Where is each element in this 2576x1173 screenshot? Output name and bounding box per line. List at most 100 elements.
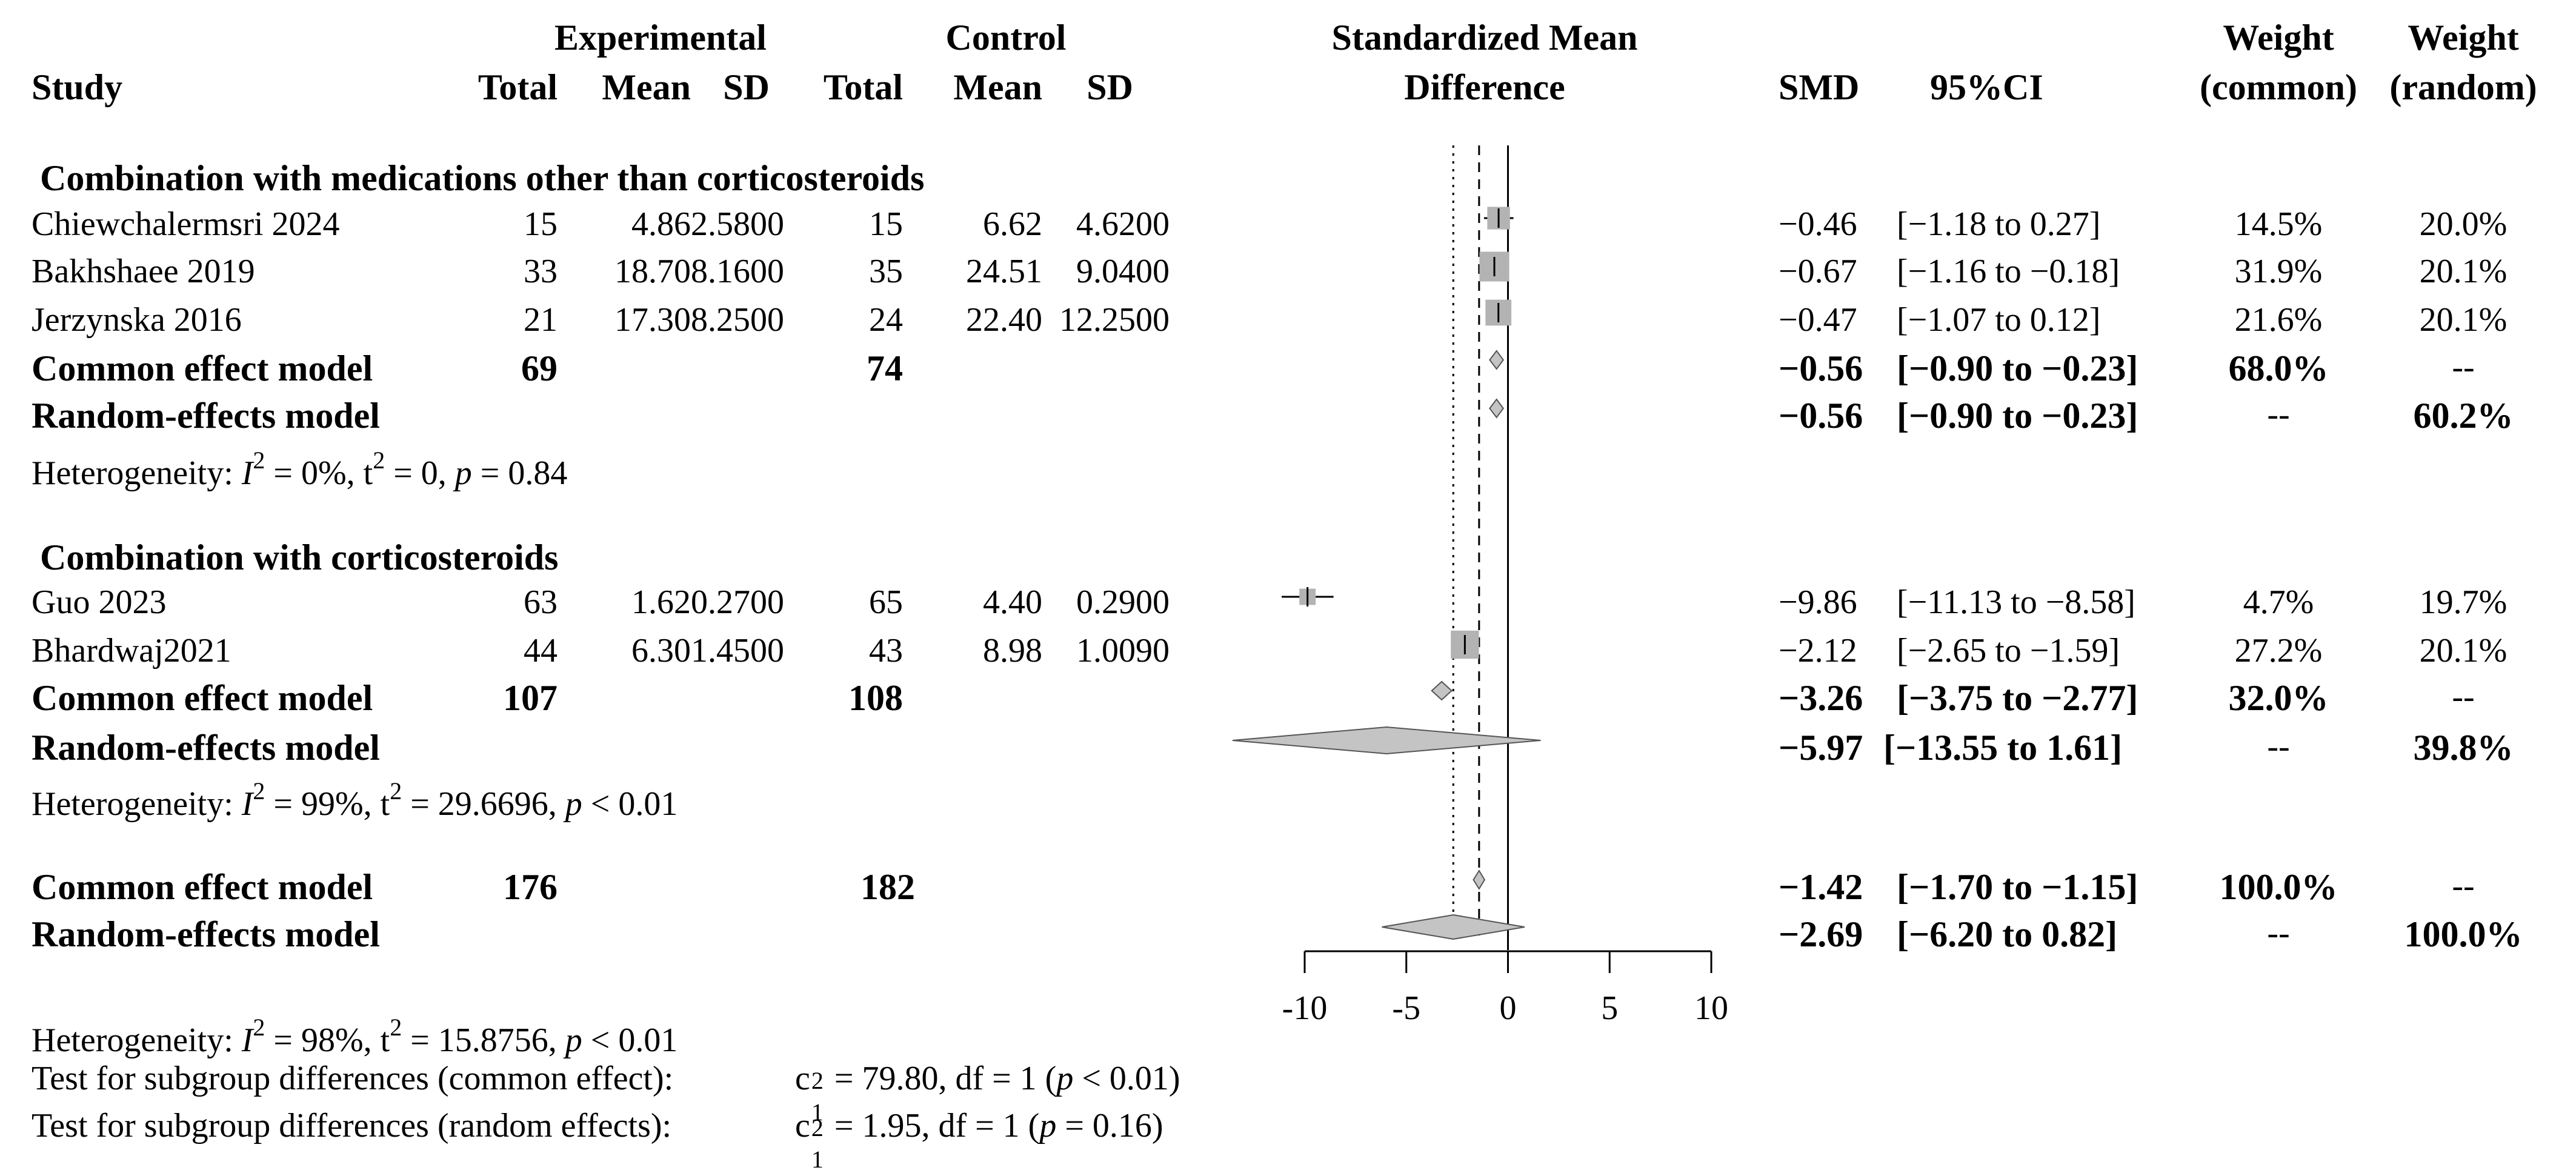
subgroup-2-title: Combination with corticosteroids [40, 537, 559, 577]
sg1-row-1-e-total: 33 [524, 253, 557, 290]
sg1-row-2-w-random: 20.1% [2419, 301, 2508, 339]
sg1-row-1-w-common: 31.9% [2234, 253, 2323, 290]
sg2-random-w-random: 39.8% [2413, 728, 2514, 768]
sg1-row-0-w-common: 14.5% [2234, 205, 2323, 243]
sg2-row-1-w-random: 20.1% [2419, 632, 2508, 670]
overall-random-w-random: 100.0% [2404, 914, 2523, 954]
sg1-row-2-e-mean: 17.30 [614, 301, 691, 339]
header-weight-common-1: Weight [2223, 18, 2334, 58]
sg2-row-0-c-mean: 4.40 [983, 583, 1042, 621]
header-ctl-mean: Mean [953, 67, 1042, 107]
overall-common-e-total: 176 [503, 867, 557, 907]
header-exp-mean: Mean [602, 67, 691, 107]
sg2-row-1-ci: [−2.65 to −1.59] [1897, 632, 2120, 670]
overall-random-ci: [−6.20 to 0.82] [1897, 914, 2118, 954]
sg2-row-1-c-sd: 1.0090 [1076, 632, 1170, 670]
sg2-common-w-random: -- [2452, 678, 2475, 716]
sg2-common-w-common: 32.0% [2228, 678, 2329, 718]
overall-common-smd: −1.42 [1779, 867, 1863, 907]
diamond-1 [1489, 398, 1505, 419]
x-tick-label-4: 10 [1694, 989, 1728, 1027]
sg1-row-0-c-sd: 4.6200 [1076, 205, 1170, 243]
sg2-row-1-c-total: 43 [869, 632, 903, 670]
sg1-row-1-c-mean: 24.51 [966, 253, 1042, 290]
sg2-row-0-c-total: 65 [869, 583, 903, 621]
sg1-common-label: Common effect model [32, 348, 373, 388]
overall-common-label: Common effect model [32, 867, 373, 907]
sg2-row-0-c-sd: 0.2900 [1076, 583, 1170, 621]
diamond-3 [1232, 726, 1541, 755]
header-smd: SMD [1779, 67, 1860, 107]
header-experimental: Experimental [554, 18, 767, 58]
test-subgroup-common-label: Test for subgroup differences (common ef… [32, 1060, 674, 1097]
x-tick-label-1: -5 [1392, 989, 1420, 1027]
sg1-row-2-c-sd: 12.2500 [1059, 301, 1170, 339]
diamond-5 [1382, 914, 1525, 940]
header-ci: 95%CI [1930, 67, 2043, 107]
sg2-row-0-e-sd: 0.2700 [691, 583, 784, 621]
header-smd-title-2: Difference [1404, 67, 1565, 107]
sg1-row-2-e-total: 21 [524, 301, 557, 339]
sg1-heterogeneity: Heterogeneity: I2 = 0%, t2 = 0, p = 0.84 [32, 447, 568, 492]
header-ctl-total: Total [823, 67, 903, 107]
header-control: Control [945, 18, 1067, 58]
sg2-row-1-c-mean: 8.98 [983, 632, 1042, 670]
header-study: Study [32, 67, 123, 107]
sg2-random-w-common: -- [2267, 728, 2290, 765]
sg2-row-1-e-total: 44 [524, 632, 557, 670]
sg2-random-smd: −5.97 [1779, 728, 1863, 768]
sg2-row-0-w-common: 4.7% [2243, 583, 2314, 621]
sg1-row-1-study: Bakhshaee 2019 [32, 253, 255, 290]
sg1-row-0-w-random: 20.0% [2419, 205, 2508, 243]
sg1-random-label: Random-effects model [32, 396, 380, 436]
sg1-row-0-study: Chiewchalermsri 2024 [32, 205, 340, 243]
sg2-heterogeneity: Heterogeneity: I2 = 99%, t2 = 29.6696, p… [32, 777, 678, 823]
sg2-common-smd: −3.26 [1779, 678, 1863, 718]
subgroup-1-title: Combination with medications other than … [40, 158, 925, 198]
sg2-row-0-e-total: 63 [524, 583, 557, 621]
sg1-row-2-c-total: 24 [869, 301, 903, 339]
header-ctl-sd: SD [1087, 67, 1133, 107]
header-weight-random-1: Weight [2408, 18, 2519, 58]
overall-heterogeneity: Heterogeneity: I2 = 98%, t2 = 15.8756, p… [32, 1014, 678, 1059]
sg2-row-1-study: Bhardwaj2021 [32, 632, 231, 670]
overall-common-w-random: -- [2452, 867, 2475, 905]
sg1-row-0-ci: [−1.18 to 0.27] [1897, 205, 2101, 243]
sg2-row-1-e-mean: 6.30 [631, 632, 691, 670]
sg1-row-0-c-mean: 6.62 [983, 205, 1042, 243]
sg2-common-e-total: 107 [503, 678, 557, 718]
sg1-row-2-smd: −0.47 [1779, 301, 1857, 339]
sg2-row-0-e-mean: 1.62 [631, 583, 691, 621]
sg1-common-w-random: -- [2452, 348, 2475, 386]
sg1-row-1-c-total: 35 [869, 253, 903, 290]
sg1-common-e-total: 69 [521, 348, 557, 388]
sg1-random-smd: −0.56 [1779, 396, 1863, 436]
overall-random-label: Random-effects model [32, 914, 380, 954]
sg1-row-0-c-total: 15 [869, 205, 903, 243]
diamond-0 [1489, 350, 1505, 370]
overall-random-w-common: -- [2267, 914, 2290, 952]
diamond-4 [1473, 869, 1486, 890]
sg1-row-2-e-sd: 8.2500 [691, 301, 784, 339]
sg1-common-w-common: 68.0% [2228, 348, 2329, 388]
sg1-row-1-ci: [−1.16 to −0.18] [1897, 253, 2120, 290]
sg2-row-0-ci: [−11.13 to −8.58] [1897, 583, 2135, 621]
overall-common-w-common: 100.0% [2219, 867, 2338, 907]
sg2-row-1-e-sd: 1.4500 [691, 632, 784, 670]
sg2-common-ci: [−3.75 to −2.77] [1897, 678, 2138, 718]
x-tick-label-3: 5 [1601, 989, 1618, 1027]
overall-random-smd: −2.69 [1779, 914, 1863, 954]
overall-common-ci: [−1.70 to −1.15] [1897, 867, 2138, 907]
sg1-row-2-w-common: 21.6% [2234, 301, 2323, 339]
header-exp-sd: SD [723, 67, 770, 107]
test-subgroup-random-label: Test for subgroup differences (random ef… [32, 1107, 672, 1145]
sg2-common-c-total: 108 [848, 678, 903, 718]
sg2-random-ci: [−13.55 to 1.61] [1883, 728, 2123, 768]
sg2-random-label: Random-effects model [32, 728, 380, 768]
sg1-row-0-smd: −0.46 [1779, 205, 1857, 243]
sg2-common-label: Common effect model [32, 678, 373, 718]
sg1-row-1-smd: −0.67 [1779, 253, 1857, 290]
